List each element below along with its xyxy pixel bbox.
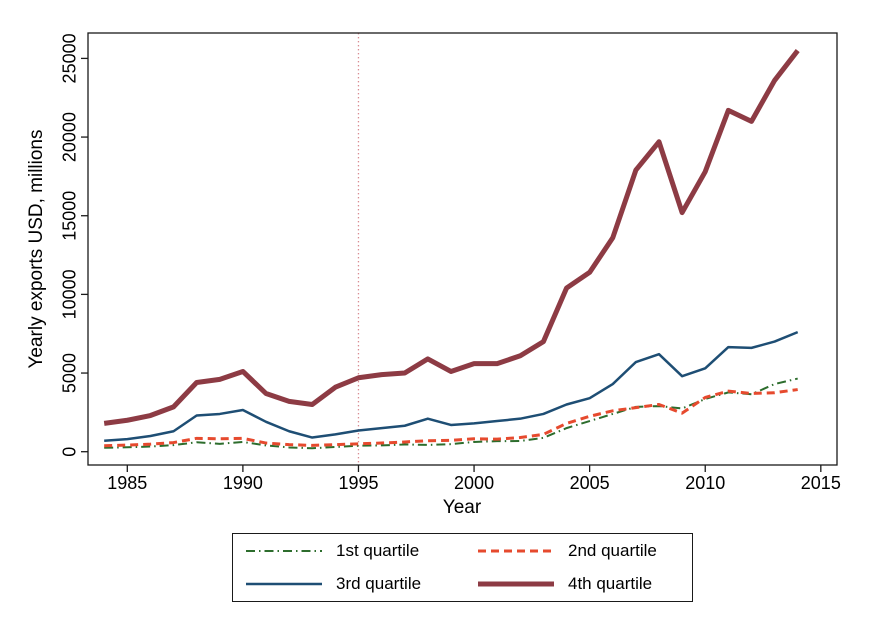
y-axis-tick-label-5000: 5000: [60, 353, 80, 393]
x-axis-tick-label-1990: 1990: [223, 473, 263, 493]
y-axis-tick-label-15000: 15000: [60, 191, 80, 241]
series-line-3rd-quartile: [104, 330, 799, 442]
x-axis-tick-label-2015: 2015: [801, 473, 841, 493]
series-line-4th-quartile: [103, 49, 800, 426]
y-axis-title: Yearly exports USD, millions: [26, 129, 47, 369]
y-axis-tick-label-20000: 20000: [60, 112, 80, 162]
legend-item-3rd-quartile: 3rd quartile: [233, 568, 465, 602]
y-axis-tick-label-25000: 25000: [60, 33, 80, 83]
x-axis-tick-label-2010: 2010: [685, 473, 725, 493]
legend-item-label: 4th quartile: [568, 574, 653, 594]
legend-line-sample-4th-quartile: [478, 581, 554, 587]
legend-item-4th-quartile: 4th quartile: [465, 568, 692, 602]
x-axis-title: Year: [442, 497, 482, 518]
legend-line-sample-2nd-quartile: [478, 549, 554, 553]
series-line-1st-quartile: [104, 377, 798, 450]
legend-line-sample-1st-quartile: [246, 549, 322, 552]
legend-item-label: 3rd quartile: [336, 574, 422, 594]
series-line-2nd-quartile: [104, 388, 798, 448]
y-axis-tick-label-10000: 10000: [60, 269, 80, 319]
x-axis-tick-label-2005: 2005: [570, 473, 610, 493]
legend: 1st quartile 2nd quartile 3rd quartile 4th …: [232, 533, 693, 602]
legend-item-2nd-quartile: 2nd quartile: [465, 534, 692, 568]
legend-item-1st-quartile: 1st quartile: [233, 534, 465, 568]
legend-line-sample-3rd-quartile: [246, 583, 322, 586]
x-axis-tick-label-2000: 2000: [454, 473, 494, 493]
x-axis-tick-label-1985: 1985: [107, 473, 147, 493]
y-axis-tick-label-0: 0: [60, 447, 80, 457]
legend-item-label: 2nd quartile: [568, 540, 657, 560]
x-axis-tick-label-1995: 1995: [338, 473, 378, 493]
legend-item-label: 1st quartile: [336, 540, 420, 560]
plot-frame: [87, 32, 838, 466]
